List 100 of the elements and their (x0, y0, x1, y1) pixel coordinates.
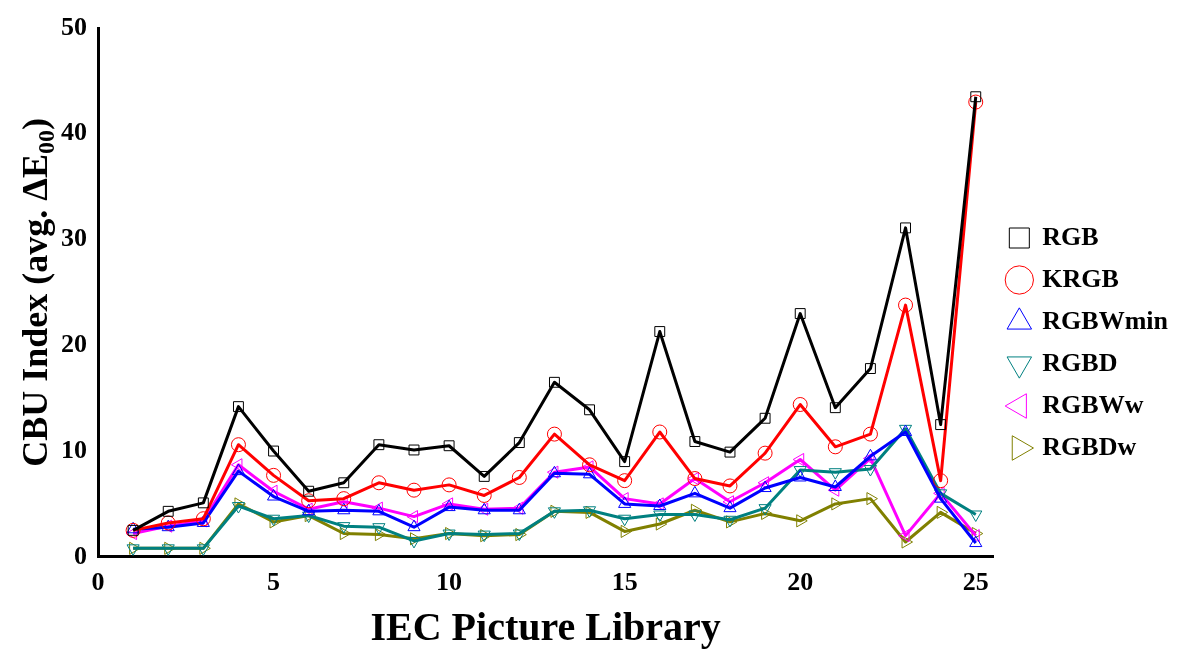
y-tick-label: 20 (61, 329, 87, 358)
y-tick-label: 50 (61, 11, 87, 41)
point (338, 477, 350, 489)
point (406, 510, 418, 524)
point (968, 94, 984, 110)
point (160, 515, 176, 531)
point (794, 308, 806, 319)
point (441, 477, 457, 493)
point (268, 445, 279, 457)
point (617, 473, 633, 489)
point (301, 493, 317, 509)
point (758, 504, 772, 516)
point (513, 437, 525, 449)
point (478, 470, 490, 482)
point (862, 451, 875, 466)
point (969, 535, 983, 548)
point (758, 480, 772, 493)
point (688, 485, 702, 498)
point (724, 446, 736, 458)
point (548, 376, 560, 388)
point (866, 492, 878, 506)
point (970, 91, 982, 103)
x-tick-label: 10 (436, 567, 463, 597)
point (371, 475, 387, 491)
point (373, 439, 385, 451)
point (936, 505, 949, 519)
point (620, 524, 633, 538)
y-tick-label: 0 (74, 540, 87, 570)
point (689, 436, 701, 447)
point (862, 426, 878, 442)
point (337, 502, 351, 515)
point (653, 510, 667, 522)
legend-label: RGBWw (1042, 389, 1144, 419)
point (511, 469, 527, 485)
point (619, 456, 631, 468)
point (796, 514, 808, 528)
point (230, 437, 246, 453)
x-axis-title: IEC Picture Library (370, 604, 721, 650)
point (969, 510, 983, 522)
point (339, 526, 352, 541)
y-tick-label: 30 (61, 223, 87, 253)
point (266, 467, 282, 483)
point (687, 471, 699, 486)
point (266, 484, 278, 498)
point (618, 514, 632, 527)
point (231, 463, 245, 476)
point (864, 363, 876, 374)
x-tick-label: 5 (267, 567, 281, 597)
point (757, 476, 770, 490)
point (687, 471, 703, 487)
y-axis-title: CBU Index (avg. ΔE00) (15, 118, 60, 467)
point (900, 222, 911, 234)
point (408, 444, 420, 456)
point (792, 452, 805, 467)
y-tick-label: 40 (61, 117, 87, 147)
point (898, 297, 914, 313)
legend-label: RGBDw (1042, 431, 1137, 461)
point (374, 528, 387, 542)
point (722, 478, 738, 494)
point (827, 439, 843, 455)
point (337, 522, 351, 534)
point (793, 466, 807, 478)
point (898, 529, 910, 543)
point (863, 448, 877, 461)
point (303, 485, 315, 497)
point (759, 412, 771, 424)
point (831, 497, 843, 511)
point (476, 487, 492, 503)
point (443, 440, 455, 452)
point (234, 497, 246, 511)
point (935, 419, 947, 431)
point (829, 402, 841, 414)
legend-label: RGBWmin (1042, 305, 1169, 335)
point (406, 482, 422, 498)
point (230, 458, 243, 472)
point (584, 404, 595, 416)
point (863, 465, 877, 477)
point (582, 466, 597, 479)
point (688, 510, 702, 522)
point (723, 500, 737, 513)
point (655, 517, 668, 531)
point (792, 397, 808, 413)
point (757, 445, 773, 461)
point (231, 502, 245, 514)
point (828, 468, 842, 480)
y-tick-label: 10 (61, 434, 87, 464)
point (901, 535, 914, 549)
legend-label: KRGB (1042, 263, 1119, 293)
point (654, 326, 666, 337)
point (546, 426, 562, 442)
point (582, 460, 594, 474)
point (266, 489, 281, 501)
legend-label: RGBD (1042, 347, 1118, 377)
point (162, 505, 174, 517)
x-tick-label: 20 (787, 567, 814, 597)
x-tick-label: 15 (611, 567, 638, 597)
point (407, 519, 421, 532)
point (582, 457, 598, 473)
point (933, 473, 949, 489)
point (232, 401, 244, 413)
